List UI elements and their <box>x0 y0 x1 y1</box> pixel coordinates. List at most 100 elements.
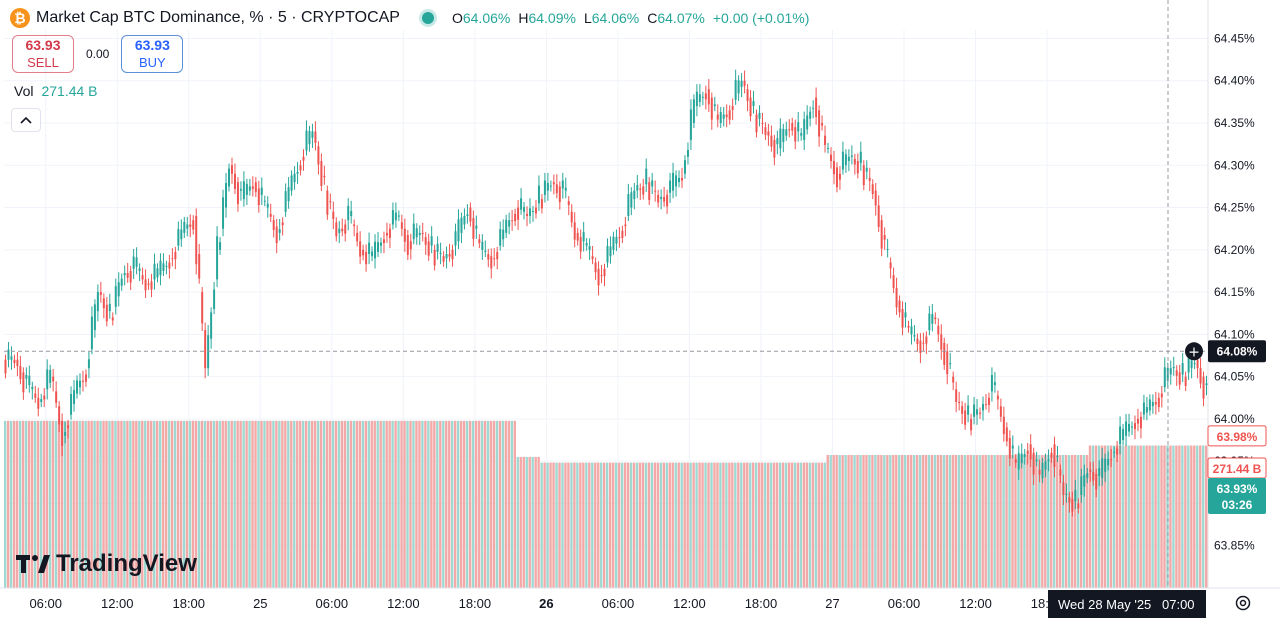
volume-bar <box>33 420 37 588</box>
candle-body <box>961 406 964 414</box>
candle-body <box>299 165 302 171</box>
candle-body <box>919 340 922 353</box>
volume-bar <box>263 420 266 588</box>
volume-bar <box>594 462 597 588</box>
volume-legend: Vol 271.44 B <box>14 83 98 99</box>
volume-bar <box>209 420 213 588</box>
candle-body <box>156 268 159 278</box>
candle-body <box>812 107 815 109</box>
chart-settings-gear-icon[interactable] <box>1232 594 1254 616</box>
volume-bar <box>433 420 436 588</box>
volume-bar <box>1190 445 1193 588</box>
volume-bar <box>424 420 427 588</box>
volume-bar <box>305 420 308 588</box>
volume-bar <box>1196 445 1199 588</box>
tradingview-logo[interactable]: TradingView <box>16 550 197 578</box>
volume-bar <box>731 462 734 588</box>
candle-body <box>117 282 120 297</box>
candle-body <box>824 135 827 145</box>
candle-body <box>308 131 311 145</box>
y-tick-label: 64.00% <box>1214 412 1255 426</box>
volume-bar <box>701 462 704 588</box>
candle-body <box>603 268 606 277</box>
candle-body <box>1098 467 1101 476</box>
volume-bar <box>415 420 418 588</box>
volume-bar <box>117 420 120 588</box>
volume-bar <box>507 420 511 588</box>
y-tick-label: 64.25% <box>1214 201 1255 215</box>
candle-body <box>445 254 448 259</box>
candle-body <box>588 246 591 250</box>
ohlc-high-key: H <box>518 10 529 26</box>
candle-body <box>377 242 380 252</box>
candle-body <box>302 156 305 161</box>
candle-body <box>949 363 952 365</box>
candle-body <box>552 182 555 185</box>
candle-body <box>374 241 377 259</box>
candle-body <box>728 110 731 120</box>
volume-bar <box>966 455 969 588</box>
crosshair-time-box <box>1048 590 1206 618</box>
volume-bar <box>898 455 901 588</box>
candle-body <box>916 338 919 345</box>
volume-bar <box>221 420 224 588</box>
x-tick-label: 12:00 <box>959 596 992 611</box>
volume-bar <box>519 456 522 588</box>
symbol-title[interactable]: Market Cap BTC Dominance, % · 5 · CRYPTO… <box>36 9 400 26</box>
candle-body <box>993 382 996 386</box>
volume-bar <box>245 420 248 588</box>
candle-body <box>934 317 937 320</box>
collapse-legend-button[interactable] <box>11 108 41 132</box>
candle-body <box>254 182 257 192</box>
x-tick-label: 12:00 <box>673 596 706 611</box>
candle-body <box>895 287 898 308</box>
candle-body <box>1202 376 1205 399</box>
buy-button[interactable]: 63.93 BUY <box>121 35 184 73</box>
candle-body <box>892 275 895 288</box>
volume-bar <box>147 420 150 588</box>
y-tick-label: 64.05% <box>1214 370 1255 384</box>
candle-body <box>910 326 913 335</box>
volume-bar <box>734 462 737 588</box>
candle-body <box>87 359 90 369</box>
sell-button[interactable]: 63.93 SELL <box>12 35 74 73</box>
candle-body <box>239 188 242 191</box>
candle-body <box>788 129 791 131</box>
candle-body <box>475 225 478 229</box>
crosshair-time-label: Wed 28 May '25 <box>1058 597 1151 612</box>
candle-body <box>1017 453 1020 470</box>
candle-body <box>1184 376 1187 386</box>
candle-body <box>359 241 362 257</box>
volume-bar <box>111 420 114 588</box>
volume-bar <box>60 420 64 588</box>
volume-bar <box>498 420 502 588</box>
volume-bar <box>1103 445 1107 588</box>
volume-bar <box>93 420 96 588</box>
volume-bar <box>525 456 528 588</box>
volume-bar <box>224 420 227 588</box>
volume-bar <box>4 420 7 588</box>
volume-bar <box>707 462 710 588</box>
candle-body <box>114 286 117 307</box>
candle-body <box>800 133 803 136</box>
volume-bar <box>448 420 451 588</box>
candle-body <box>73 390 76 405</box>
volume-bar <box>451 420 454 588</box>
add-alert-plus-icon[interactable] <box>1185 342 1203 361</box>
volume-bar <box>1014 455 1017 588</box>
volume-bar <box>1166 445 1169 588</box>
volume-bar <box>620 462 624 588</box>
volume-bar <box>996 455 999 588</box>
candle-body <box>78 380 81 388</box>
candle-body <box>591 256 594 260</box>
candle-body <box>1041 462 1044 479</box>
volume-bar <box>749 462 752 588</box>
volume-bar <box>781 462 785 588</box>
volume-bar <box>528 456 531 588</box>
candle-body <box>1131 426 1134 428</box>
ohlc-values: O64.06% H64.09% L64.06% C64.07% +0.00 (+… <box>452 10 813 26</box>
volume-bar <box>993 455 996 588</box>
volume-bar <box>1058 455 1062 588</box>
volume-bar <box>1041 455 1044 588</box>
